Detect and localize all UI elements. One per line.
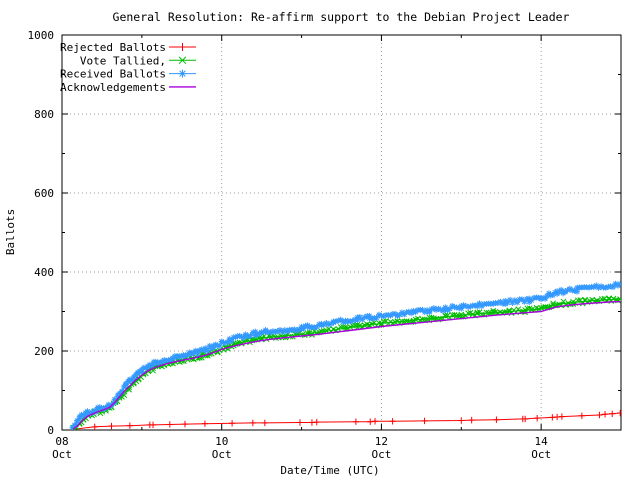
y-tick-label: 400 [34, 266, 54, 279]
x-tick-label: Oct [52, 448, 72, 461]
legend-sample-marker [178, 56, 187, 65]
y-tick-label: 800 [34, 108, 54, 121]
y-tick-label: 200 [34, 345, 54, 358]
series-acknowledgements [72, 300, 621, 430]
y-tick-label: 1000 [28, 29, 55, 42]
legend-item: Vote Tallied, [80, 54, 196, 67]
legend-item: Acknowledgements [60, 81, 196, 94]
legend-label: Rejected Ballots [60, 41, 166, 54]
series-line [72, 300, 621, 430]
legend-item: Received Ballots [60, 68, 196, 81]
y-axis-label: Ballots [4, 209, 17, 255]
chart-title: General Resolution: Re-affirm support to… [113, 10, 570, 24]
series-markers [69, 280, 621, 430]
series-received-ballots [69, 280, 621, 430]
x-tick-label: Oct [531, 448, 551, 461]
series-layer [69, 280, 621, 430]
y-tick-label: 0 [47, 424, 54, 437]
series-markers [70, 409, 621, 430]
plot-border [61, 34, 622, 431]
x-tick-label: Oct [212, 448, 232, 461]
legend-sample-marker [178, 69, 187, 78]
legend-label: Acknowledgements [60, 81, 166, 94]
x-tick-label: 10 [215, 435, 228, 448]
x-tick-label: 08 [55, 435, 68, 448]
legend-label: Received Ballots [60, 68, 166, 81]
x-axis-label: Date/Time (UTC) [280, 464, 379, 477]
y-tick-label: 600 [34, 187, 54, 200]
series-line [73, 412, 621, 430]
legend-item: Rejected Ballots [60, 41, 196, 54]
x-tick-label: Oct [371, 448, 391, 461]
legend-label: Vote Tallied, [80, 54, 166, 67]
x-tick-label: 14 [535, 435, 549, 448]
legend-sample-marker [178, 43, 187, 51]
series-rejected-ballots [70, 409, 621, 430]
x-tick-label: 12 [375, 435, 388, 448]
